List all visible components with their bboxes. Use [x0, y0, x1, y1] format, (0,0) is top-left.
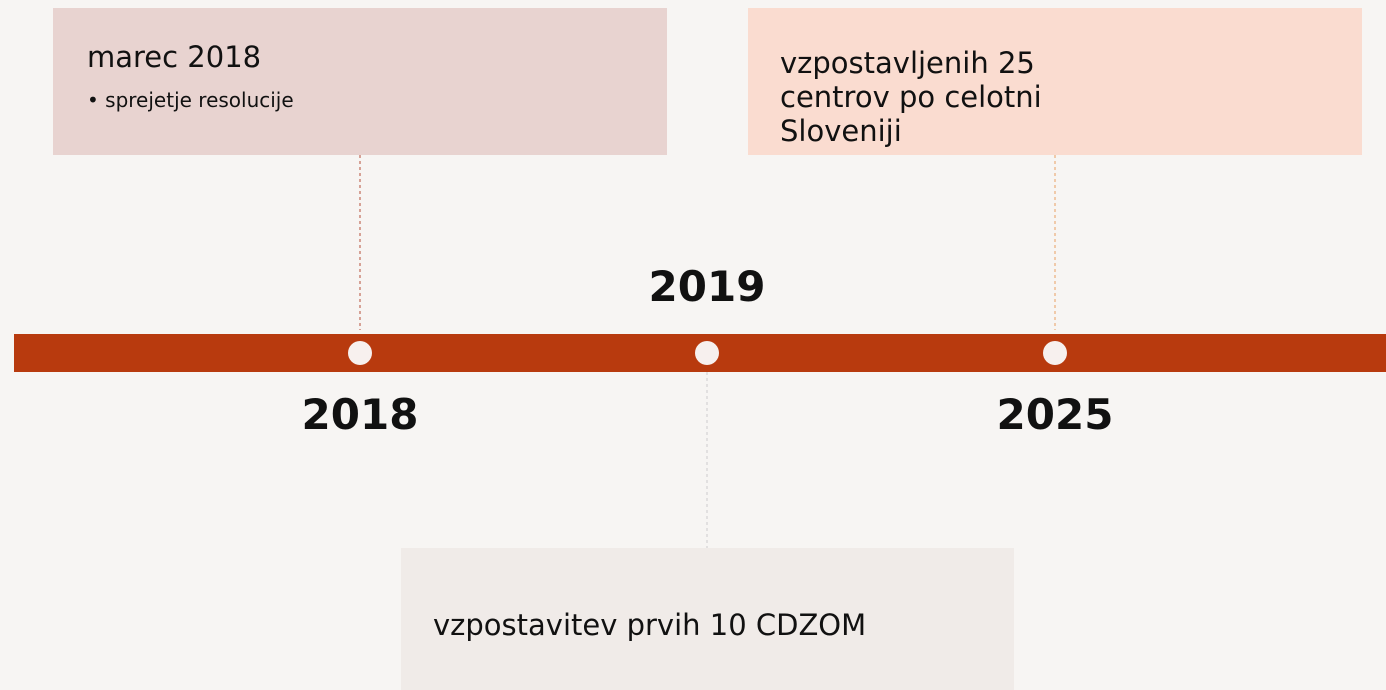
- event-box: vzpostavljenih 25 centrov po celotni Slo…: [748, 8, 1362, 155]
- event-title: vzpostavljenih 25 centrov po celotni Slo…: [780, 46, 1042, 148]
- timeline-dot: [695, 341, 719, 365]
- event-box: vzpostavitev prvih 10 CDZOM: [401, 548, 1014, 690]
- year-label: 2019: [648, 262, 766, 311]
- year-label: 2025: [996, 390, 1114, 439]
- year-label: 2018: [301, 390, 419, 439]
- timeline-dot: [1043, 341, 1067, 365]
- event-bullet: • sprejetje resolucije: [87, 88, 294, 112]
- event-title: vzpostavitev prvih 10 CDZOM: [433, 608, 867, 642]
- event-box: marec 2018 • sprejetje resolucije: [53, 8, 667, 155]
- event-title: marec 2018: [87, 40, 262, 74]
- bullet-text: sprejetje resolucije: [105, 88, 294, 112]
- timeline-dot: [348, 341, 372, 365]
